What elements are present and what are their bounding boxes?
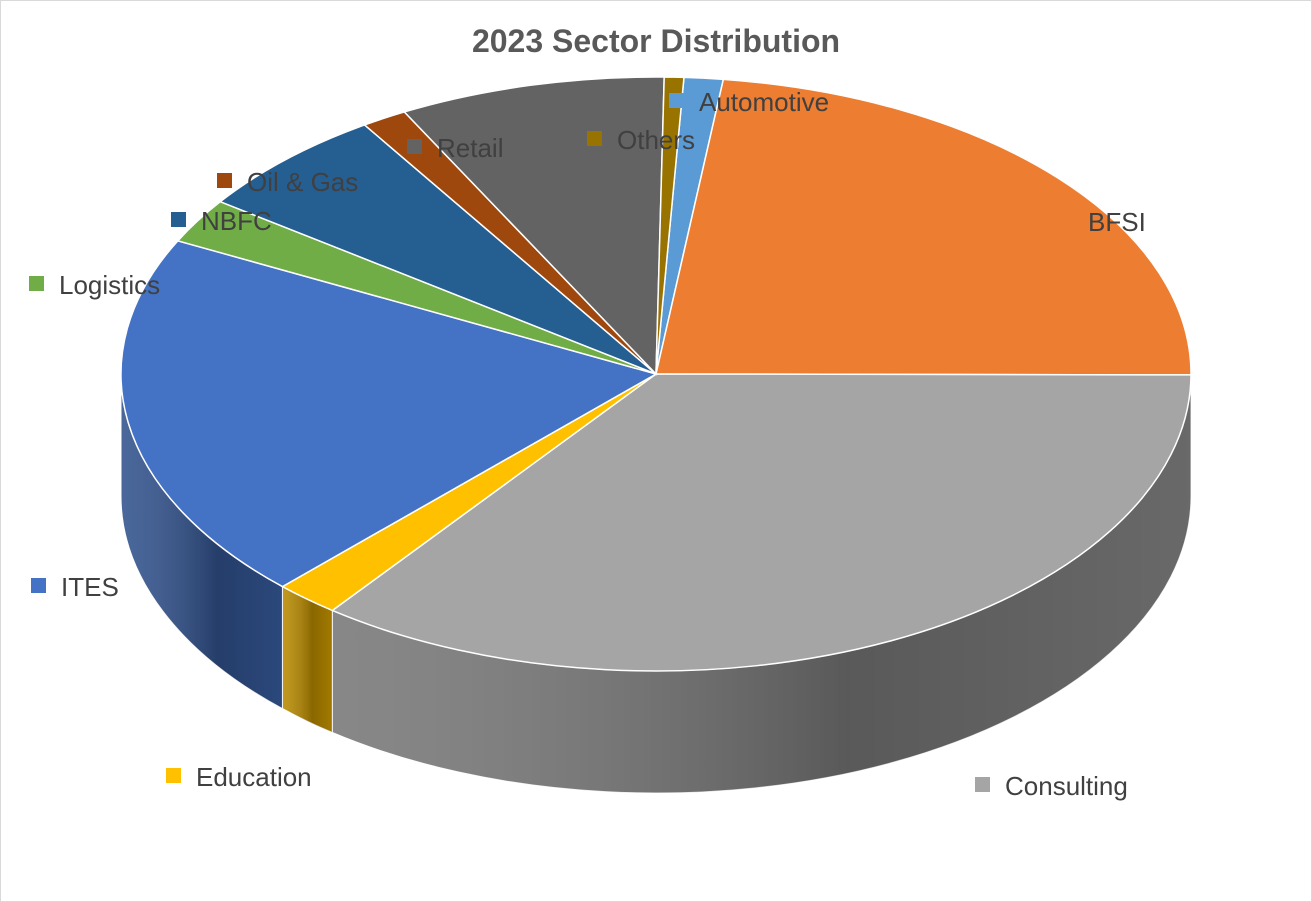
slice-label-automotive: Automotive xyxy=(699,87,829,117)
legend-marker-bfsi xyxy=(1058,213,1073,228)
pie-tops xyxy=(120,76,1192,672)
pie-side-shade-ites xyxy=(121,374,283,709)
slice-label-retail: Retail xyxy=(437,133,503,163)
slice-label-others: Others xyxy=(617,125,695,155)
legend-marker-oil-gas xyxy=(217,173,232,188)
slice-label-education: Education xyxy=(196,762,312,792)
pie-slice-retail xyxy=(402,76,665,376)
chart-title: 2023 Sector Distribution xyxy=(471,23,841,59)
legend-marker-consulting xyxy=(975,777,990,792)
pie-slice-consulting xyxy=(330,373,1192,672)
pie-slice-nbfc xyxy=(218,124,657,375)
pie-side-shade-education xyxy=(282,586,333,733)
pie-sides xyxy=(120,373,1192,794)
slice-label-consulting: Consulting xyxy=(1005,771,1128,801)
pie-slice-others xyxy=(655,76,685,375)
slice-label-logistics: Logistics xyxy=(59,270,160,300)
legend-marker-ites xyxy=(31,578,46,593)
slice-label-nbfc: NBFC xyxy=(201,206,272,236)
legend-marker-education xyxy=(166,768,181,783)
pie-labels: Automotive BFSI Consulting Education ITES Log… xyxy=(29,87,1146,801)
pie-slice-bfsi xyxy=(655,78,1192,376)
legend-marker-others xyxy=(587,131,602,146)
legend-marker-automotive xyxy=(669,93,684,108)
pie-side-shade-consulting xyxy=(332,374,1191,793)
slice-label-bfsi: BFSI xyxy=(1088,207,1146,237)
slice-label-ites: ITES xyxy=(61,572,119,602)
slice-label-oil-gas: Oil & Gas xyxy=(247,167,358,197)
legend-marker-retail xyxy=(407,139,422,154)
legend-marker-logistics xyxy=(29,276,44,291)
pie-slice-ites xyxy=(120,239,658,588)
legend-marker-nbfc xyxy=(171,212,186,227)
